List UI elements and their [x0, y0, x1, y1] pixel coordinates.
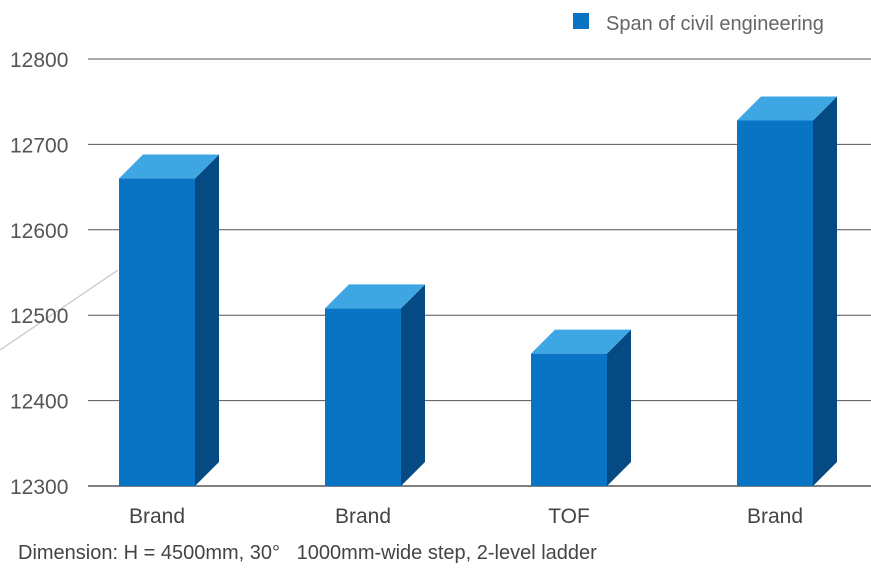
bar: [119, 154, 219, 486]
bar-front: [737, 120, 813, 486]
bar-front: [531, 353, 607, 486]
x-tick-label: Brand: [335, 505, 391, 528]
bar-top: [325, 284, 425, 309]
bar-side: [607, 329, 631, 486]
bar: [737, 96, 837, 486]
y-tick-label: 12800: [10, 49, 68, 72]
x-axis-ticks: Brand Brand TOF Brand: [129, 505, 803, 528]
chart-caption: Dimension: H = 4500mm, 30° 1000mm-wide s…: [18, 542, 597, 564]
legend-swatch: [573, 13, 589, 29]
y-tick-label: 12400: [10, 391, 68, 414]
bar-front: [325, 308, 401, 486]
bar-top: [531, 329, 631, 354]
y-tick-label: 12700: [10, 134, 68, 157]
decorative-line: [0, 269, 119, 351]
bars: [119, 96, 837, 486]
bar: [531, 329, 631, 486]
x-tick-label: Brand: [747, 505, 803, 528]
bar-top: [119, 154, 219, 179]
bar-side: [401, 284, 425, 486]
y-tick-label: 12300: [10, 476, 68, 499]
y-tick-label: 12600: [10, 220, 68, 243]
x-tick-label: Brand: [129, 505, 185, 528]
bar: [325, 284, 425, 486]
x-tick-label: TOF: [548, 505, 590, 528]
legend-label: Span of civil engineering: [606, 13, 824, 35]
y-axis-ticks: 12300 12400 12500 12600 12700 12800: [10, 49, 68, 499]
bar-side: [813, 96, 837, 486]
y-tick-label: 12500: [10, 305, 68, 328]
bar-front: [119, 178, 195, 486]
legend: Span of civil engineering: [573, 13, 824, 35]
bar-top: [737, 96, 837, 121]
bar-side: [195, 154, 219, 486]
